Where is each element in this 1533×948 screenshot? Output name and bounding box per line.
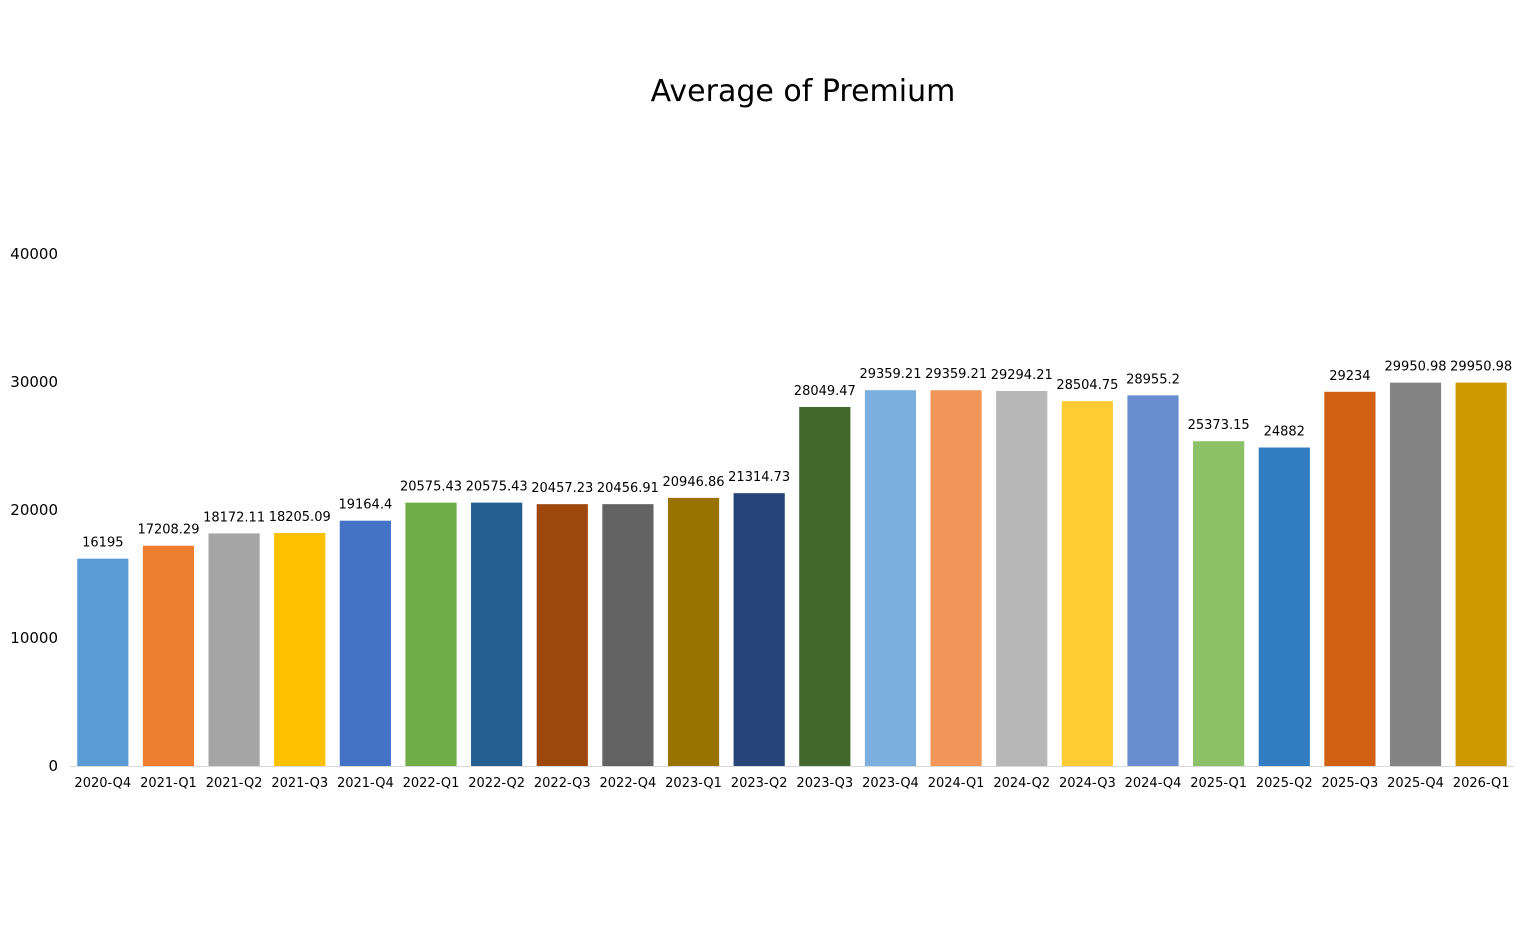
x-tick-label: 2023-Q2 <box>731 776 788 791</box>
x-tick-label: 2024-Q4 <box>1125 776 1182 791</box>
data-label: 24882 <box>1264 425 1305 440</box>
x-tick-label: 2022-Q3 <box>534 776 591 791</box>
bar <box>77 558 129 766</box>
x-tick-label: 2024-Q2 <box>993 776 1050 791</box>
bar <box>1193 441 1245 766</box>
x-tick-label: 2025-Q4 <box>1387 776 1444 791</box>
data-label: 20456.91 <box>597 481 659 496</box>
data-label: 29359.21 <box>859 367 921 382</box>
bar <box>1455 382 1507 766</box>
x-tick-label: 2024-Q3 <box>1059 776 1116 791</box>
x-tick-label: 2020-Q4 <box>74 776 131 791</box>
bar <box>864 390 917 766</box>
bar <box>1061 401 1113 766</box>
chart-title: Average of Premium <box>650 74 956 109</box>
data-label: 29294.21 <box>991 368 1053 383</box>
data-labels: 16195 17208.29 18172.11 18205.09 19164.4 2057… <box>82 360 1512 551</box>
data-label: 21314.73 <box>728 470 790 485</box>
x-tick-label: 2025-Q1 <box>1190 776 1247 791</box>
y-tick-label: 0 <box>48 757 58 775</box>
data-label: 19164.4 <box>338 498 392 513</box>
y-tick-label: 10000 <box>10 629 58 647</box>
data-label: 18172.11 <box>203 510 265 525</box>
data-label: 20946.86 <box>663 475 725 490</box>
y-tick-label: 40000 <box>10 245 58 263</box>
bar <box>471 502 523 766</box>
data-label: 20575.43 <box>400 480 462 495</box>
data-label: 29359.21 <box>925 367 987 382</box>
data-label: 17208.29 <box>137 523 199 538</box>
x-tick-label: 2021-Q2 <box>206 776 263 791</box>
x-tick-label: 2022-Q4 <box>600 776 657 791</box>
bar <box>536 504 588 766</box>
bar <box>1324 391 1376 766</box>
data-label: 29950.98 <box>1450 360 1512 375</box>
x-tick-label: 2021-Q3 <box>271 776 328 791</box>
y-axis: 0 10000 20000 30000 40000 <box>10 245 58 775</box>
bar <box>667 497 720 766</box>
bar <box>996 391 1048 766</box>
bar <box>602 504 654 766</box>
data-label: 28049.47 <box>794 384 856 399</box>
data-label: 18205.09 <box>269 510 331 525</box>
x-tick-label: 2021-Q1 <box>140 776 197 791</box>
bar <box>339 520 391 766</box>
data-label: 29950.98 <box>1385 360 1447 375</box>
x-tick-label: 2025-Q3 <box>1322 776 1379 791</box>
bar <box>799 406 851 766</box>
data-label: 29234 <box>1329 369 1370 384</box>
y-tick-label: 20000 <box>10 501 58 519</box>
x-tick-label: 2024-Q1 <box>928 776 985 791</box>
data-label: 20575.43 <box>466 480 528 495</box>
bar <box>1127 395 1179 766</box>
data-label: 25373.15 <box>1188 418 1250 433</box>
bar <box>733 493 785 766</box>
bar <box>1258 447 1310 766</box>
bar <box>405 502 457 766</box>
x-tick-label: 2026-Q1 <box>1453 776 1510 791</box>
x-tick-label: 2025-Q2 <box>1256 776 1313 791</box>
bar <box>930 390 982 766</box>
x-tick-label: 2023-Q3 <box>796 776 853 791</box>
data-label: 16195 <box>82 536 123 551</box>
x-tick-label: 2023-Q1 <box>665 776 722 791</box>
data-label: 20457.23 <box>531 481 593 496</box>
data-label: 28955.2 <box>1126 372 1180 387</box>
x-tick-label: 2021-Q4 <box>337 776 394 791</box>
data-label: 28504.75 <box>1056 378 1118 393</box>
bar <box>142 545 195 766</box>
bar <box>1389 382 1442 766</box>
x-tick-label: 2022-Q2 <box>468 776 525 791</box>
x-axis: 2020-Q4 2021-Q1 2021-Q2 2021-Q3 2021-Q4 2022-… <box>70 766 1514 791</box>
y-tick-label: 30000 <box>10 373 58 391</box>
bar <box>208 533 260 766</box>
bar <box>274 532 326 766</box>
x-tick-label: 2022-Q1 <box>403 776 460 791</box>
x-tick-label: 2023-Q4 <box>862 776 919 791</box>
bars <box>77 382 1507 766</box>
